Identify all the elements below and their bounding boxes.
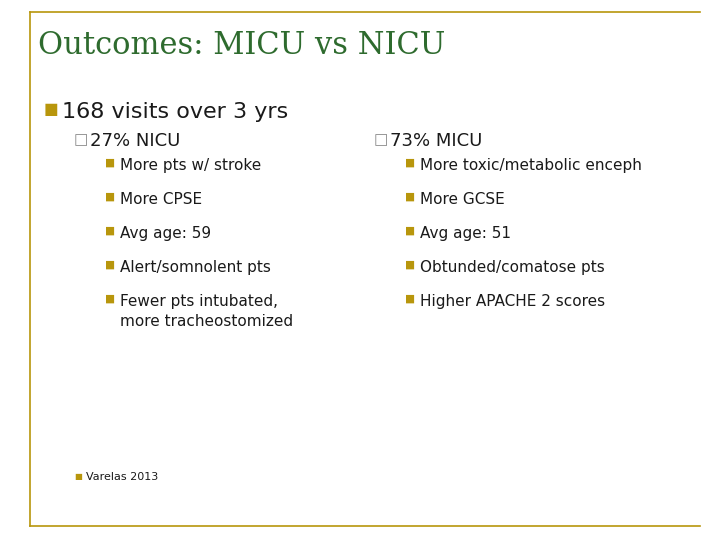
Text: More GCSE: More GCSE	[420, 192, 505, 207]
Text: More CPSE: More CPSE	[120, 192, 202, 207]
Text: ■: ■	[105, 226, 115, 236]
Text: ■: ■	[105, 294, 115, 304]
Text: ■: ■	[105, 158, 115, 168]
Text: ■: ■	[105, 192, 115, 202]
Text: 27% NICU: 27% NICU	[90, 132, 181, 150]
Text: ■: ■	[405, 260, 415, 270]
Text: Outcomes: MICU vs NICU: Outcomes: MICU vs NICU	[38, 30, 446, 61]
Text: ■: ■	[405, 192, 415, 202]
Text: □: □	[374, 132, 388, 147]
Text: □: □	[74, 132, 89, 147]
Text: More toxic/metabolic enceph: More toxic/metabolic enceph	[420, 158, 642, 173]
Text: Fewer pts intubated,
more tracheostomized: Fewer pts intubated, more tracheostomize…	[120, 294, 293, 329]
Text: Avg age: 51: Avg age: 51	[420, 226, 511, 241]
Text: Varelas 2013: Varelas 2013	[86, 472, 158, 482]
Text: More pts w/ stroke: More pts w/ stroke	[120, 158, 261, 173]
Text: Avg age: 59: Avg age: 59	[120, 226, 211, 241]
Text: 73% MICU: 73% MICU	[390, 132, 482, 150]
Text: Obtunded/comatose pts: Obtunded/comatose pts	[420, 260, 605, 275]
Text: Higher APACHE 2 scores: Higher APACHE 2 scores	[420, 294, 605, 309]
Text: ■: ■	[405, 158, 415, 168]
Text: 168 visits over 3 yrs: 168 visits over 3 yrs	[62, 102, 288, 122]
Text: ■: ■	[405, 226, 415, 236]
Text: ■: ■	[44, 102, 58, 117]
Text: ■: ■	[105, 260, 115, 270]
Text: ■: ■	[74, 472, 82, 481]
Text: ■: ■	[405, 294, 415, 304]
Text: Alert/somnolent pts: Alert/somnolent pts	[120, 260, 271, 275]
